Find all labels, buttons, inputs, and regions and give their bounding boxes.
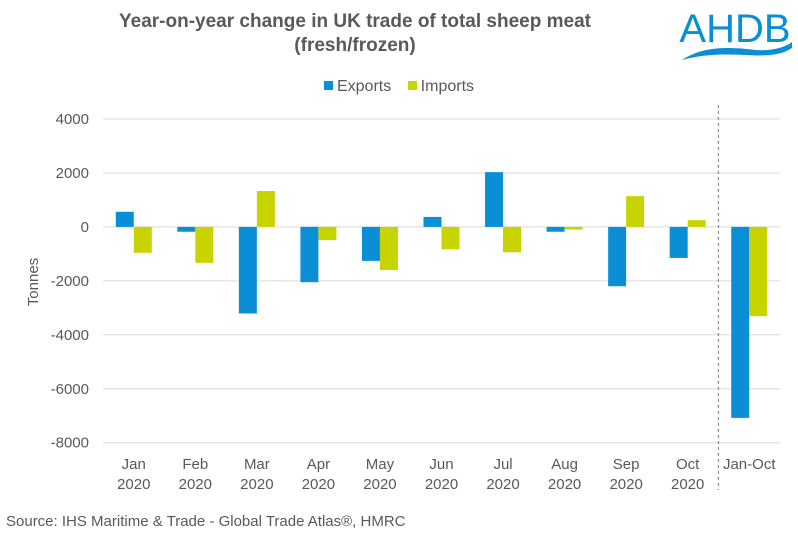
x-tick-label: Oct <box>676 456 700 473</box>
x-tick-label-year: 2020 <box>425 476 458 493</box>
y-tick-label: 0 <box>81 219 89 236</box>
x-tick-label: May <box>366 456 395 473</box>
y-axis-label: Tonnes <box>25 258 42 306</box>
x-tick-label-year: 2020 <box>179 476 212 493</box>
legend-label-exports: Exports <box>336 78 392 95</box>
y-tick-label: -4000 <box>51 327 89 344</box>
x-tick-label: Feb <box>182 456 208 473</box>
y-axis-ticks: 4000 2000 0 -2000 -4000 -6000 -8000 <box>51 111 89 452</box>
y-tick-label: 2000 <box>56 165 89 182</box>
legend-swatch-exports <box>323 81 333 90</box>
y-tick-label: 4000 <box>56 111 89 128</box>
bar-imports-jan-oct <box>749 226 768 317</box>
x-tick-label-year: 2020 <box>548 476 581 493</box>
legend-item-imports: Imports <box>407 78 475 96</box>
bar-imports-aug <box>564 226 583 230</box>
bar-exports-jan-oct <box>731 226 750 418</box>
x-tick-label-year: 2020 <box>486 476 519 493</box>
logo-wave-icon <box>682 42 792 60</box>
bar-exports-apr <box>300 226 319 283</box>
chart-title-line1: Year-on-year change in UK trade of total… <box>119 11 591 32</box>
legend-label-imports: Imports <box>420 78 475 95</box>
x-tick-label: Jul <box>493 456 512 473</box>
x-tick-label: Apr <box>307 456 330 473</box>
bar-exports-aug <box>546 226 565 232</box>
x-tick-label-year: 2020 <box>363 476 396 493</box>
x-tick-label: Jun <box>429 456 453 473</box>
legend-item-exports: Exports <box>323 78 392 96</box>
gridlines <box>103 105 780 490</box>
bar-imports-sep <box>626 196 645 227</box>
bar-exports-feb <box>177 226 196 232</box>
bar-imports-apr <box>318 226 337 241</box>
x-tick-label: Aug <box>551 456 578 473</box>
x-tick-label-year: 2020 <box>302 476 335 493</box>
bar-exports-oct <box>669 226 688 258</box>
x-tick-label-year: 2020 <box>671 476 704 493</box>
logo-text: AHDB <box>679 7 790 51</box>
legend-swatch-imports <box>407 81 417 90</box>
chart-title-line2: (fresh/frozen) <box>294 35 416 56</box>
bar-exports-sep <box>608 226 627 287</box>
y-tick-label: -6000 <box>51 381 89 398</box>
bar-imports-jun <box>441 226 460 250</box>
y-tick-label: -8000 <box>51 435 89 452</box>
bar-imports-jan <box>133 226 152 253</box>
x-tick-label: Jan-Oct <box>723 456 776 473</box>
bar-imports-mar <box>256 191 275 227</box>
x-tick-label: Mar <box>244 456 270 473</box>
ahdb-logo: AHDB <box>679 7 792 60</box>
x-axis-ticks: Jan 2020 Feb 2020 Mar 2020 Apr 2020 May 2020 Jun 20… <box>117 456 776 493</box>
y-tick-label: -2000 <box>51 273 89 290</box>
x-tick-label-year: 2020 <box>240 476 273 493</box>
bar-exports-mar <box>238 226 257 314</box>
legend: Exports Imports <box>0 78 798 96</box>
bar-exports-jan <box>115 211 134 227</box>
source-note: Source: IHS Maritime & Trade - Global Tr… <box>6 513 406 530</box>
x-tick-label-year: 2020 <box>117 476 150 493</box>
x-tick-label: Jan <box>122 456 146 473</box>
x-tick-label-year: 2020 <box>609 476 642 493</box>
bar-imports-jul <box>503 226 522 253</box>
bar-exports-jul <box>485 172 504 227</box>
bar-exports-may <box>361 226 380 261</box>
bar-imports-oct <box>687 220 706 227</box>
bar-imports-feb <box>195 226 214 263</box>
bars <box>115 172 768 418</box>
chart-title: Year-on-year change in UK trade of total… <box>80 10 630 58</box>
bar-imports-may <box>379 226 398 271</box>
x-tick-label: Sep <box>613 456 640 473</box>
bar-exports-jun <box>423 216 442 227</box>
